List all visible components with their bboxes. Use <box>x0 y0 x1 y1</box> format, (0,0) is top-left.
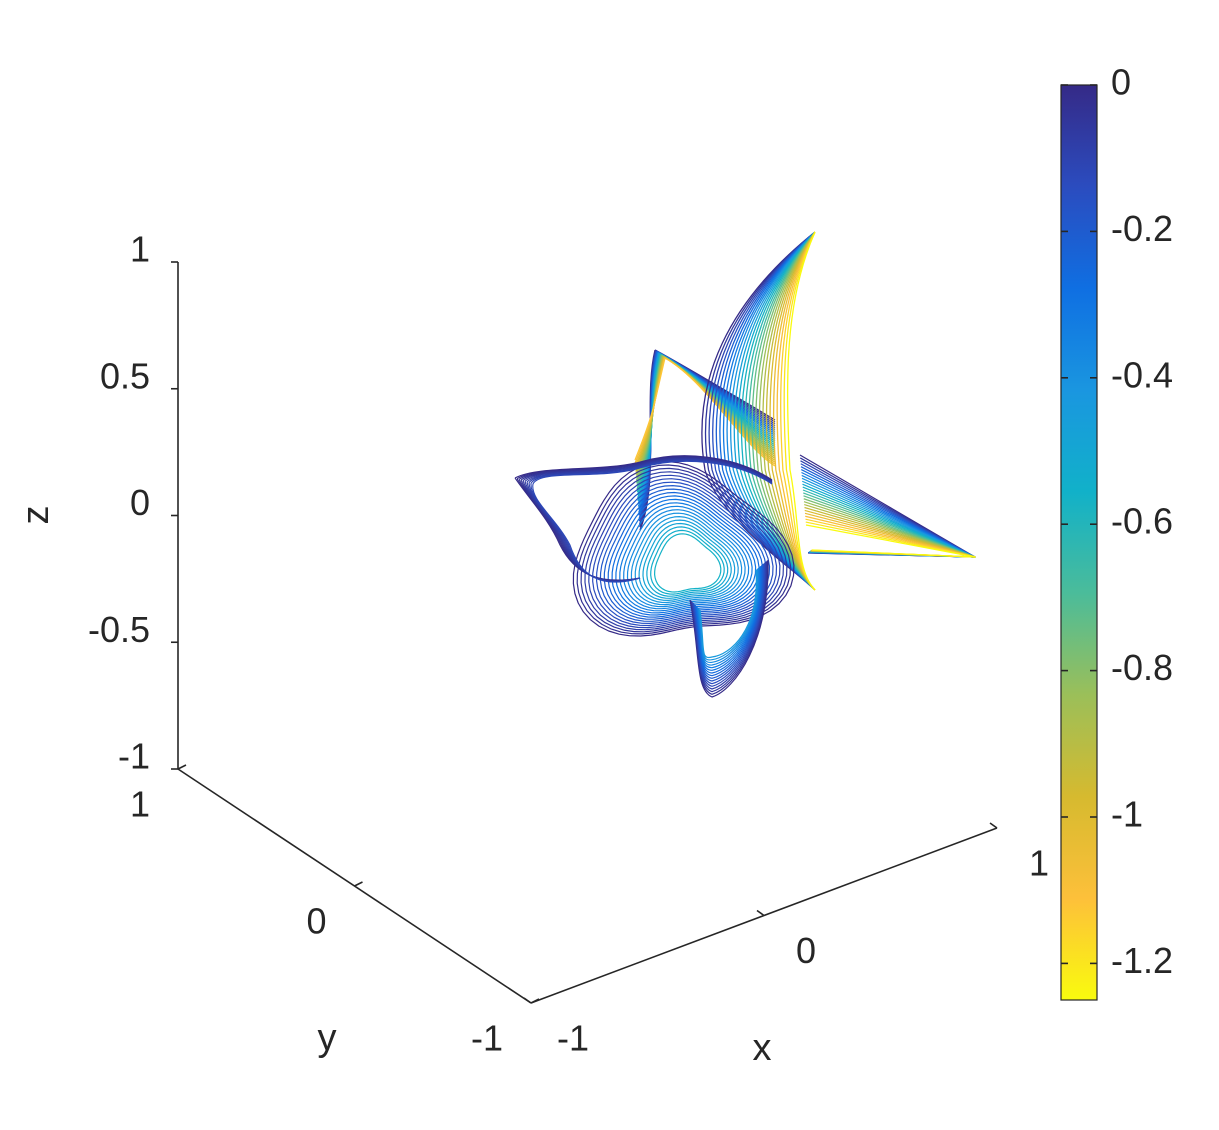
contour-line <box>584 471 784 631</box>
colorbar-tick-label: 0 <box>1111 62 1131 103</box>
z-tick-label: 0.5 <box>100 355 150 396</box>
z-tick-label: 0 <box>130 482 150 523</box>
contour-line <box>765 231 816 591</box>
z-tick-label: -1 <box>118 736 150 777</box>
contour-line <box>603 488 767 620</box>
y-axis-label: y <box>318 1017 337 1059</box>
contour-line <box>592 478 778 627</box>
contour-line <box>588 474 781 629</box>
contour-line <box>623 505 750 610</box>
contour-line <box>786 231 816 591</box>
x-tick <box>989 822 998 829</box>
axes-3d: -1 -0.5 0 0.5 1 -1 0 1 -1 0 1 z y x <box>15 229 1049 1070</box>
contour-line <box>740 231 816 591</box>
contour-line <box>634 516 739 604</box>
contour-line <box>642 522 732 599</box>
contour-line <box>783 231 816 591</box>
contour-line <box>615 498 757 614</box>
contour-line <box>701 231 816 591</box>
contour-line <box>572 460 795 637</box>
y-tick <box>354 881 363 887</box>
colorbar-tick-label: -0.4 <box>1111 354 1173 395</box>
contour-line <box>758 231 816 591</box>
contour-line <box>708 231 816 591</box>
contour-line <box>779 231 816 591</box>
contour-line <box>737 231 816 591</box>
x-tick-label: 0 <box>796 930 816 971</box>
contour-line <box>726 231 816 591</box>
contour-line <box>580 467 788 633</box>
z-tick-label: 1 <box>130 229 150 270</box>
contour-line <box>619 502 753 612</box>
contour-line <box>596 481 774 624</box>
contour-line <box>654 533 722 593</box>
y-tick-label: 1 <box>130 784 150 825</box>
contour-line <box>712 231 816 591</box>
x-tick <box>523 997 532 1004</box>
contour-line <box>576 464 791 635</box>
contour-line <box>751 231 816 591</box>
contour-line <box>607 491 764 618</box>
colorbar-tick-label: -1 <box>1111 794 1143 835</box>
contour-line <box>646 526 729 597</box>
x-axis-label: x <box>753 1027 772 1069</box>
contour-line <box>776 231 816 591</box>
contour-line <box>755 231 816 591</box>
y-tick <box>177 764 187 770</box>
contour-line <box>532 460 773 583</box>
contour-line <box>699 569 757 659</box>
z-tick-label: -0.5 <box>88 609 150 650</box>
contour-line <box>599 485 771 622</box>
contour-line <box>611 495 760 616</box>
contour-line <box>769 231 816 591</box>
colorbar-tick-label: -0.8 <box>1111 647 1173 688</box>
x-tick-label: 1 <box>1029 843 1049 884</box>
contour-line <box>762 231 816 591</box>
contour-line <box>805 524 976 558</box>
contour-line <box>630 512 743 606</box>
x-tick-label: -1 <box>557 1018 589 1059</box>
y-tick-label: 0 <box>306 901 326 942</box>
contour-line <box>638 519 736 601</box>
contour-line <box>650 529 725 595</box>
contour-line <box>722 231 816 591</box>
colorbar-tick-label: -0.6 <box>1111 501 1173 542</box>
colorbar: 0 -0.2 -0.4 -0.6 -0.8 -1 -1.2 <box>1060 62 1173 1001</box>
colorbar-tick-label: -0.2 <box>1111 208 1173 249</box>
colorbar-gradient <box>1060 84 1098 1001</box>
contour-line <box>733 231 816 591</box>
y-tick-label: -1 <box>471 1018 503 1059</box>
z-axis-label: z <box>15 506 57 525</box>
contour-line <box>772 231 816 591</box>
contour-line <box>626 509 746 608</box>
y-tick <box>530 998 540 1004</box>
colorbar-tick-label: -1.2 <box>1111 940 1173 981</box>
contour-lines <box>514 231 976 698</box>
x-tick <box>756 909 765 917</box>
